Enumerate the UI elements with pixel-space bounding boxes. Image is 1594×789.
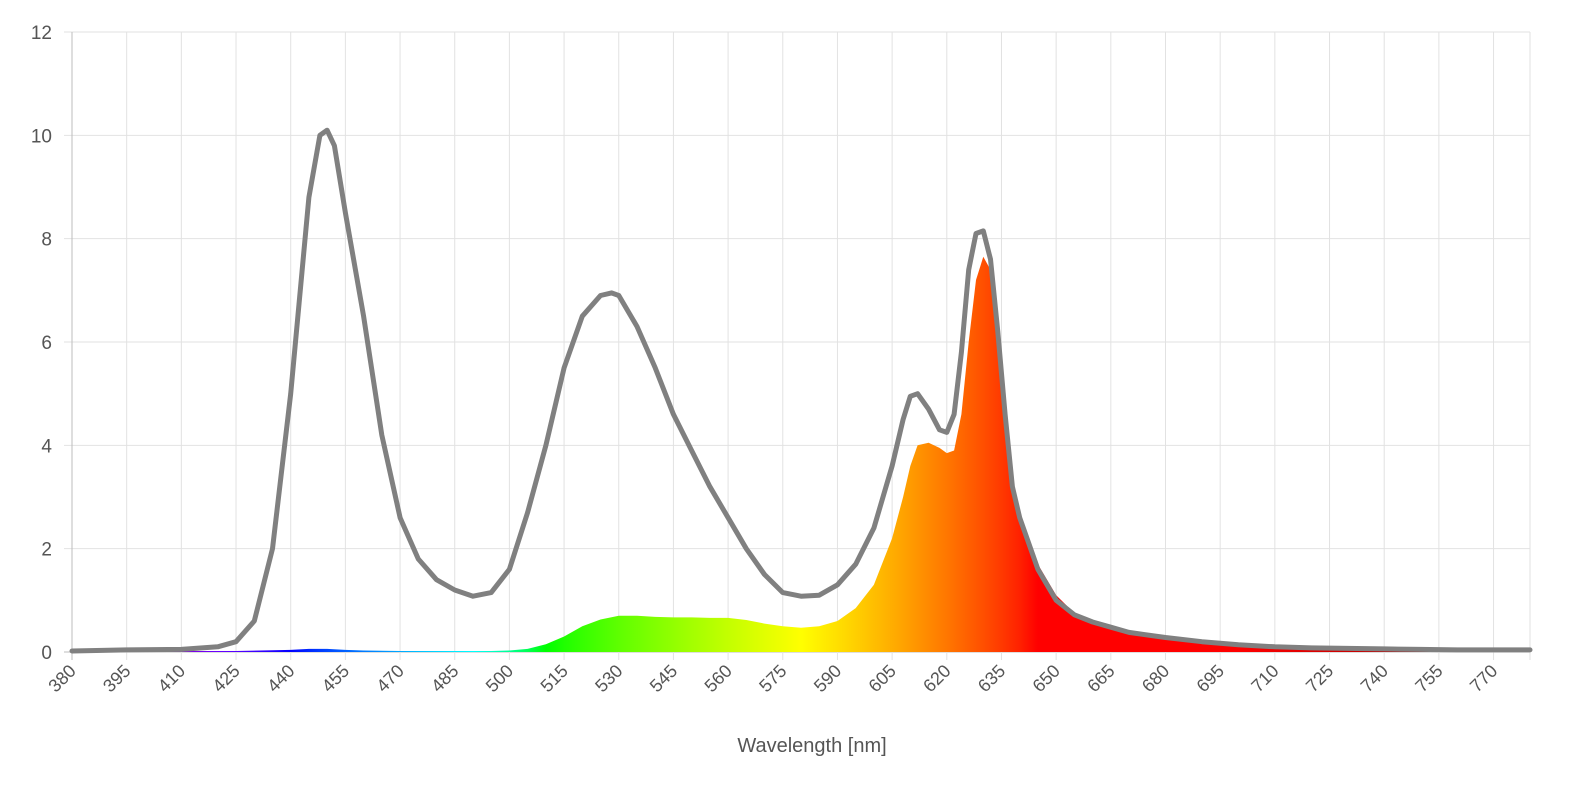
- x-tick-label: 755: [1411, 661, 1446, 696]
- x-tick-label: 530: [591, 661, 626, 696]
- x-tick-label: 515: [537, 661, 572, 696]
- x-tick-label: 560: [701, 661, 736, 696]
- x-tick-label: 725: [1302, 661, 1337, 696]
- x-axis-ticks: 380 395 410 425 440 455 470 485 500 515 530 545 560 5…: [44, 661, 1501, 696]
- x-tick-label: 650: [1029, 661, 1064, 696]
- x-tick-label: 710: [1247, 661, 1282, 696]
- x-tick-label: 740: [1357, 661, 1392, 696]
- x-tick-label: 590: [810, 661, 845, 696]
- x-tick-label: 485: [427, 661, 462, 696]
- y-tick-label: 8: [41, 230, 52, 251]
- x-tick-label: 500: [482, 661, 517, 696]
- x-tick-label: 770: [1466, 661, 1501, 696]
- x-tick-label: 695: [1193, 661, 1228, 696]
- x-tick-label: 440: [263, 661, 298, 696]
- y-tick-label: 2: [41, 540, 52, 561]
- x-tick-label: 455: [318, 661, 353, 696]
- x-tick-label: 575: [755, 661, 790, 696]
- x-tick-label: 380: [44, 661, 79, 696]
- y-axis-ticks: 0 2 4 6 8 10 12: [31, 23, 53, 664]
- x-tick-label: 680: [1138, 661, 1173, 696]
- y-tick-label: 6: [41, 333, 52, 354]
- x-tick-label: 605: [865, 661, 900, 696]
- x-tick-label: 635: [974, 661, 1009, 696]
- spd-line: [69, 127, 1533, 654]
- spd-line-layer: [69, 127, 1533, 654]
- y-tick-label: 12: [31, 23, 52, 44]
- x-tick-label: 425: [208, 661, 243, 696]
- x-tick-label: 545: [646, 661, 681, 696]
- grid-lines: [64, 31, 1531, 660]
- x-axis-title: Wavelength [nm]: [737, 735, 886, 757]
- x-tick-label: 410: [154, 661, 189, 696]
- x-tick-label: 470: [372, 661, 407, 696]
- y-tick-label: 0: [41, 643, 52, 664]
- y-tick-label: 10: [31, 126, 52, 147]
- x-tick-label: 665: [1083, 661, 1118, 696]
- x-tick-label: 395: [99, 661, 134, 696]
- y-tick-label: 4: [41, 436, 52, 457]
- x-tick-label: 620: [919, 661, 954, 696]
